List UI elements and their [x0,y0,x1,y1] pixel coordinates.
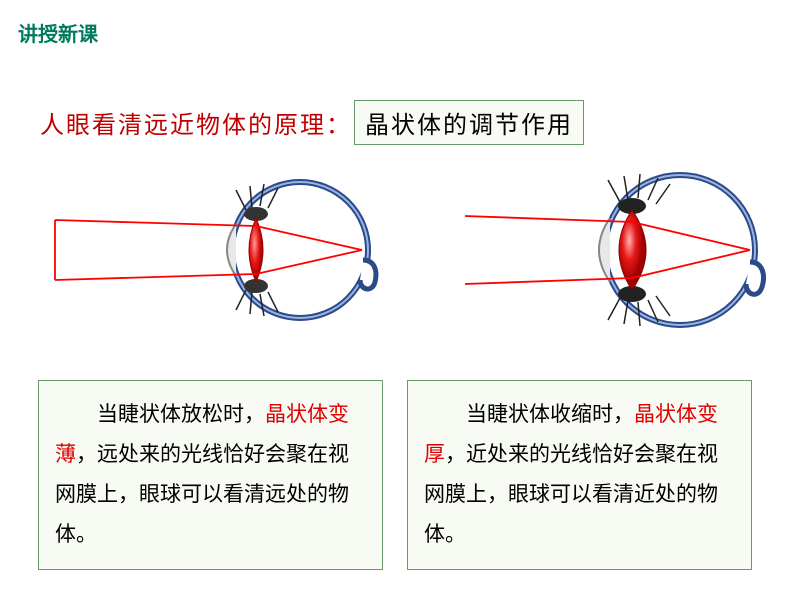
title-boxed: 晶状体的调节作用 [354,100,584,145]
tb-left-p1: 当睫状体放松时， [97,402,265,426]
text-box-left: 当睫状体放松时，晶状体变薄，远处来的光线恰好会聚在视网膜上，眼球可以看清远处的物… [38,380,383,570]
diagram-container [0,160,794,350]
tb-right-p2: ，近处来的光线恰好会聚在视网膜上，眼球可以看清近处的物体。 [424,442,718,546]
title-row: 人眼看清远近物体的原理： 晶状体的调节作用 [40,100,584,145]
lesson-header: 讲授新课 [18,18,98,47]
tb-left-p2: ，远处来的光线恰好会聚在视网膜上，眼球可以看清远处的物体。 [55,442,349,546]
text-boxes: 当睫状体放松时，晶状体变薄，远处来的光线恰好会聚在视网膜上，眼球可以看清远处的物… [38,380,752,570]
eye-diagram-near [430,160,780,355]
text-box-right: 当睫状体收缩时，晶状体变厚，近处来的光线恰好会聚在视网膜上，眼球可以看清近处的物… [407,380,752,570]
eye-diagram-far [50,160,390,345]
tb-right-p1: 当睫状体收缩时， [466,402,634,426]
title-principle: 人眼看清远近物体的原理： [40,105,352,140]
